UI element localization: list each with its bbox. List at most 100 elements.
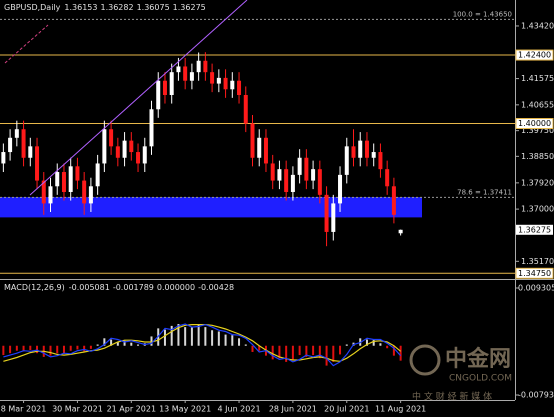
y-tick-label: 1.37920 [521, 178, 554, 187]
histogram-bar [379, 343, 382, 346]
candle-body [284, 169, 289, 192]
histogram-bar [36, 345, 39, 354]
candle-body [68, 166, 73, 192]
histogram-bar [392, 345, 395, 356]
x-tick-label: 8 Mar 2021 [1, 405, 47, 414]
candle-body [75, 166, 80, 181]
histogram-bar [271, 345, 274, 360]
y-tick-label: 1.43420 [521, 21, 554, 30]
candle-body [210, 72, 215, 84]
candle-body [88, 186, 93, 204]
y-tick-label: 1.39750 [521, 126, 554, 135]
histogram-bar [217, 331, 220, 346]
histogram-bar [190, 326, 193, 346]
fib-label: 100.0 = 1.43650 [453, 10, 512, 18]
histogram-bar [83, 345, 86, 352]
candle-body [48, 186, 53, 204]
x-tick-label: 21 Apr 2021 [107, 405, 156, 414]
histogram-bar [137, 344, 140, 346]
watermark-logo: 中金网 [445, 346, 511, 372]
histogram-bar [312, 345, 315, 356]
histogram-bar [9, 345, 12, 354]
histogram-bar [29, 345, 32, 351]
y-tick-label: 1.35170 [521, 257, 554, 266]
candle-body [364, 140, 369, 158]
x-tick-label: 13 May 2021 [159, 405, 211, 414]
candle-body [136, 152, 141, 164]
candle-body [149, 109, 154, 147]
histogram-bar [103, 338, 106, 346]
candle-body [263, 137, 268, 164]
candle-body [311, 169, 316, 181]
candle-body [189, 72, 194, 81]
y-tick-label: 1.37000 [521, 205, 554, 214]
candle-body [122, 140, 127, 158]
low-value: 1.36075 [137, 3, 170, 12]
candle-body [237, 80, 242, 95]
indicator-value: -0.005081 [69, 283, 110, 292]
histogram-bar [325, 345, 328, 366]
candle-body [203, 60, 208, 73]
candle-body [270, 163, 275, 181]
candle-body [8, 137, 13, 153]
macd-title: MACD(12,26,9) -0.005081 -0.001789 0.000000-… [4, 283, 234, 292]
zone [0, 197, 422, 218]
histogram-bar [89, 345, 92, 349]
histogram-bar [372, 339, 375, 346]
histogram-bar [123, 340, 126, 346]
histogram-bar [291, 345, 294, 360]
open-value: 1.36153 [64, 3, 97, 12]
trendline [29, 0, 248, 196]
candle-body [290, 174, 295, 192]
candle-body [169, 72, 174, 95]
close-value: 1.36275 [173, 3, 206, 12]
watermark: 中金网 CNGOLD.COM 中 文 财 经 新 媒 体 [409, 344, 512, 403]
candle-body [230, 80, 235, 90]
histogram-bar [170, 325, 173, 346]
level-label: 1.40000 [518, 119, 551, 128]
histogram-bar [184, 327, 187, 346]
histogram-bar [231, 335, 234, 346]
candle-body [55, 172, 60, 187]
macd-panel: 0.009305 -0.007937 [2, 284, 554, 400]
histogram-bar [49, 345, 52, 356]
level-box [515, 267, 554, 279]
candle-body [344, 146, 349, 175]
histogram-bar [150, 336, 153, 346]
watermark-slogan: 中 文 财 经 新 媒 体 [412, 391, 492, 403]
candle-body [304, 157, 309, 181]
watermark-site: CNGOLD.COM [449, 374, 512, 384]
histogram-bar [211, 330, 214, 346]
candle-body [223, 77, 228, 90]
trendline-dashed [4, 24, 49, 64]
candle-body [385, 169, 390, 187]
x-tick-label: 30 Mar 2021 [52, 405, 103, 414]
histogram-bar [332, 345, 335, 362]
histogram-bar [130, 342, 133, 346]
histogram-bar [258, 345, 261, 351]
histogram-bar [62, 345, 65, 354]
candle-body [162, 80, 167, 95]
candle-body [61, 172, 66, 192]
histogram-bar [244, 344, 247, 346]
candle-body [338, 174, 343, 204]
histogram-bar [251, 345, 254, 352]
candle-body [142, 146, 147, 164]
histogram-bar [96, 344, 99, 346]
candle-body [156, 80, 161, 110]
candle-body [95, 163, 100, 187]
candle-body [82, 180, 87, 204]
histogram-bar [238, 338, 241, 346]
candle-body [243, 94, 248, 124]
histogram-bar [285, 345, 288, 362]
histogram-bar [399, 345, 402, 361]
histogram-bar [2, 345, 5, 356]
histogram-bar [197, 324, 200, 346]
histogram-bar [204, 327, 207, 346]
candle-body [129, 140, 134, 153]
candle-body [324, 194, 329, 232]
price-panel: 1.43420 1.41575 1.40655 1.39750 1.38850 1.379… [0, 10, 554, 279]
histogram-bar [56, 345, 59, 354]
histogram-bar [69, 345, 72, 351]
